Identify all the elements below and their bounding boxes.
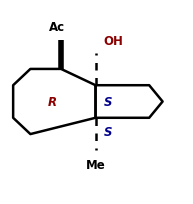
- Text: OH: OH: [103, 35, 123, 48]
- Text: S: S: [104, 125, 112, 138]
- Text: R: R: [48, 95, 57, 109]
- Text: Ac: Ac: [49, 21, 65, 34]
- Text: Me: Me: [86, 158, 105, 171]
- Text: S: S: [104, 95, 112, 109]
